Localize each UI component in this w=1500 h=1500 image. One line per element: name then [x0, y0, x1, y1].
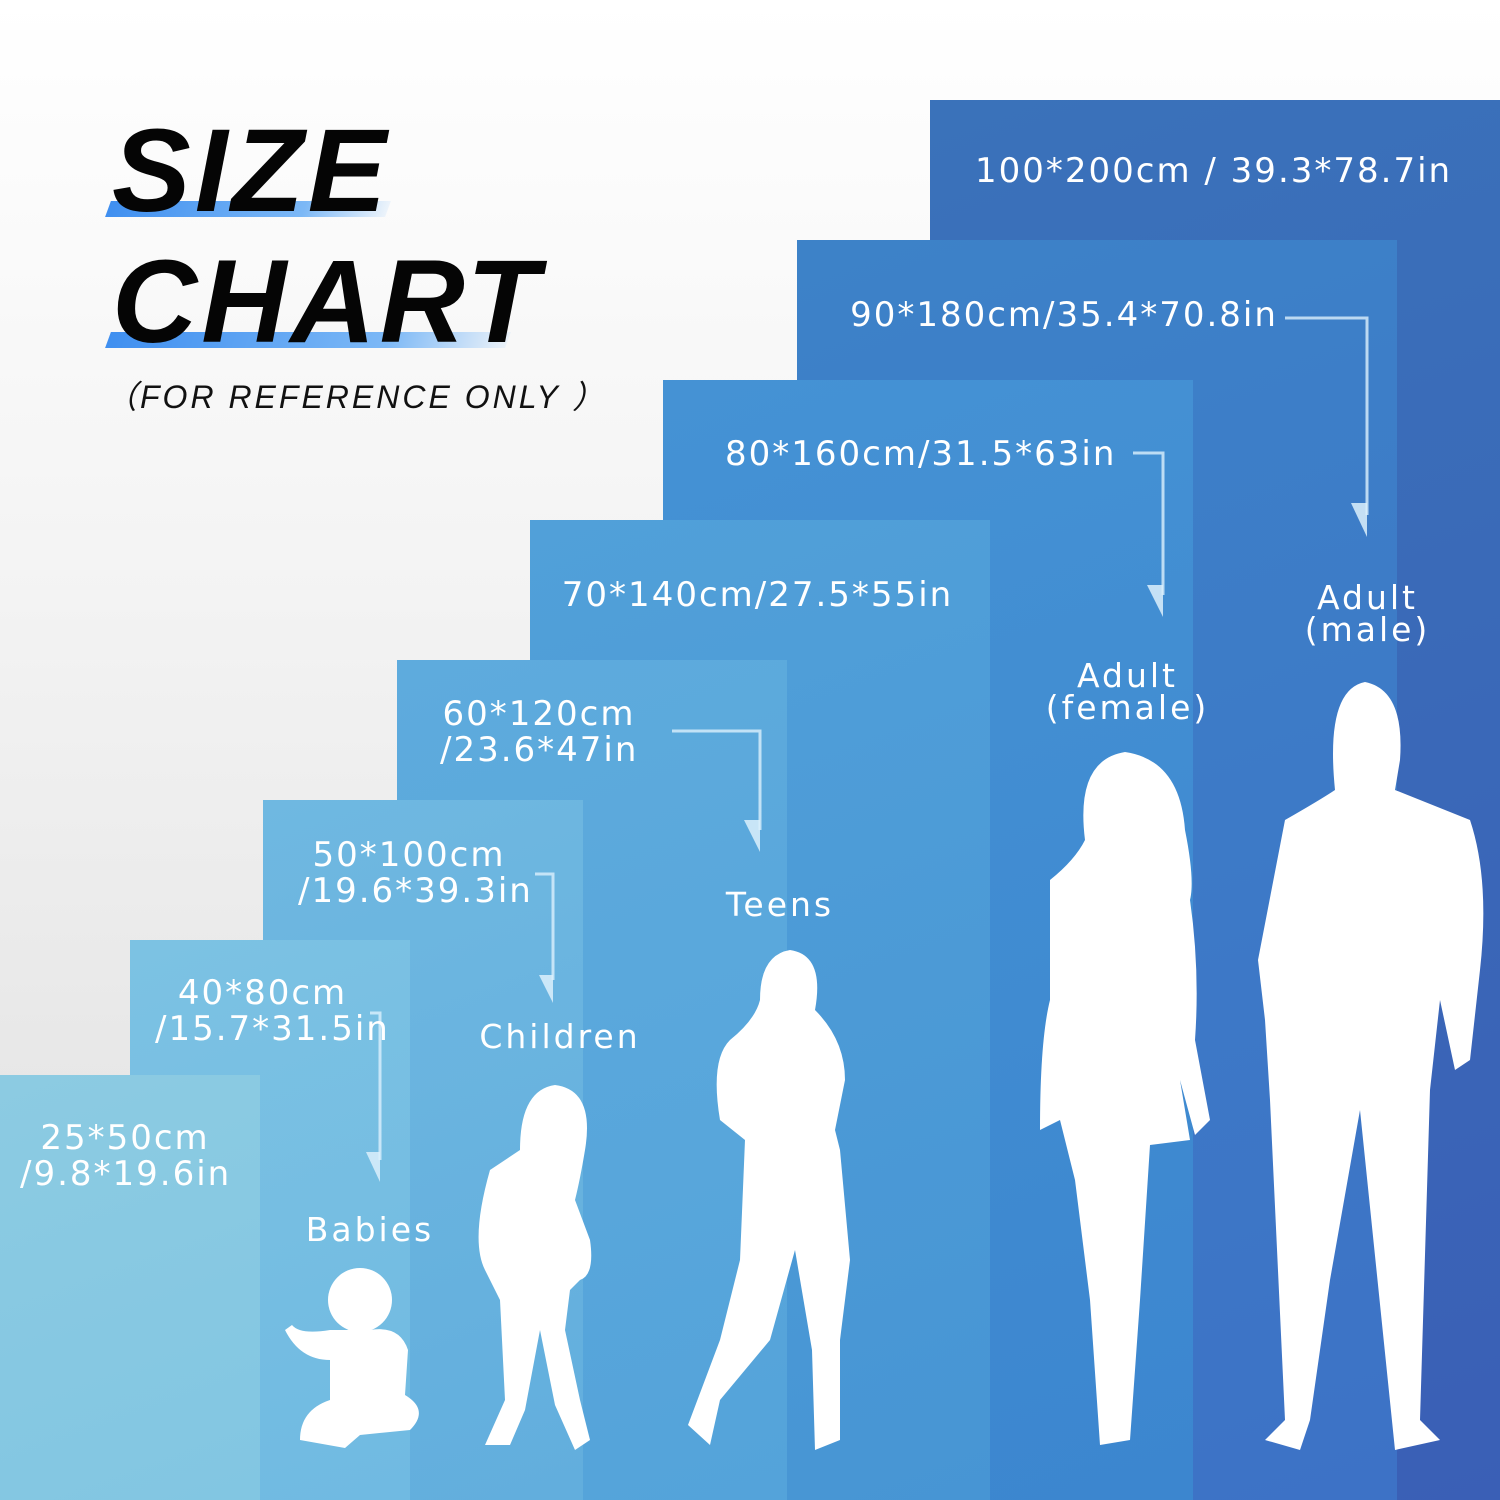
arrow-children	[535, 872, 555, 980]
category-teens: Teens	[725, 885, 835, 924]
arrowhead-teens	[744, 820, 760, 852]
arrow-teens	[672, 729, 762, 830]
title-line-2: CHART	[112, 236, 543, 368]
size-label-50x100: 50*100cm /19.6*39.3in	[298, 835, 533, 911]
arrowhead-adult-female	[1147, 585, 1163, 617]
size-label-100x200: 100*200cm / 39.3*78.7in	[975, 151, 1453, 191]
size-panel-25x50	[0, 1075, 260, 1500]
size-cm: 25*50cm	[40, 1118, 210, 1158]
category-line: Adult	[1077, 656, 1178, 695]
size-in: /15.7*31.5in	[155, 1009, 390, 1049]
adult-female-silhouette	[1040, 752, 1210, 1445]
size-cm: 100*200cm / 39.3*78.7in	[975, 151, 1453, 191]
size-in: /19.6*39.3in	[298, 871, 533, 911]
size-in: /9.8*19.6in	[20, 1154, 232, 1194]
category-children: Children	[479, 1017, 641, 1056]
size-label-90x180: 90*180cm/35.4*70.8in	[850, 297, 1278, 333]
arrowhead-children	[539, 975, 553, 1003]
adult-male-silhouette	[1258, 682, 1484, 1450]
title-line-1: SIZE	[112, 105, 391, 237]
size-cm: 60*120cm	[442, 694, 636, 734]
size-cm: 40*80cm	[177, 973, 348, 1013]
size-label-60x120: 60*120cm /23.6*47in	[440, 696, 638, 768]
teen-silhouette	[688, 950, 850, 1450]
category-adult-female: Adult (female)	[1040, 656, 1215, 727]
size-in: /23.6*47in	[440, 730, 639, 770]
size-label-25x50: 25*50cm /9.8*19.6in	[20, 1120, 230, 1192]
category-line: (female)	[1045, 688, 1210, 727]
arrow-adult-female	[1133, 451, 1165, 595]
child-silhouette	[478, 1085, 592, 1450]
arrow-adult-male	[1285, 316, 1369, 515]
size-cm: 90*180cm/35.4*70.8in	[850, 295, 1278, 335]
category-line: Adult	[1317, 578, 1418, 617]
subtitle: （FOR REFERENCE ONLY ）	[105, 379, 608, 415]
category-line: (male)	[1304, 610, 1431, 649]
baby-silhouette	[285, 1268, 419, 1448]
size-label-70x140: 70*140cm/27.5*55in	[560, 577, 955, 613]
category-babies: Babies	[305, 1210, 435, 1249]
size-cm: 50*100cm	[312, 835, 506, 875]
size-cm: 80*160cm/31.5*63in	[725, 434, 1117, 474]
arrowhead-babies	[366, 1152, 380, 1182]
size-cm: 70*140cm/27.5*55in	[561, 575, 954, 615]
size-label-40x80: 40*80cm /15.7*31.5in	[155, 973, 390, 1049]
arrowhead-adult-male	[1351, 503, 1367, 537]
arrow-babies	[370, 1011, 382, 1160]
category-adult-male: Adult (male)	[1295, 578, 1440, 649]
size-label-80x160: 80*160cm/31.5*63in	[725, 436, 1115, 472]
